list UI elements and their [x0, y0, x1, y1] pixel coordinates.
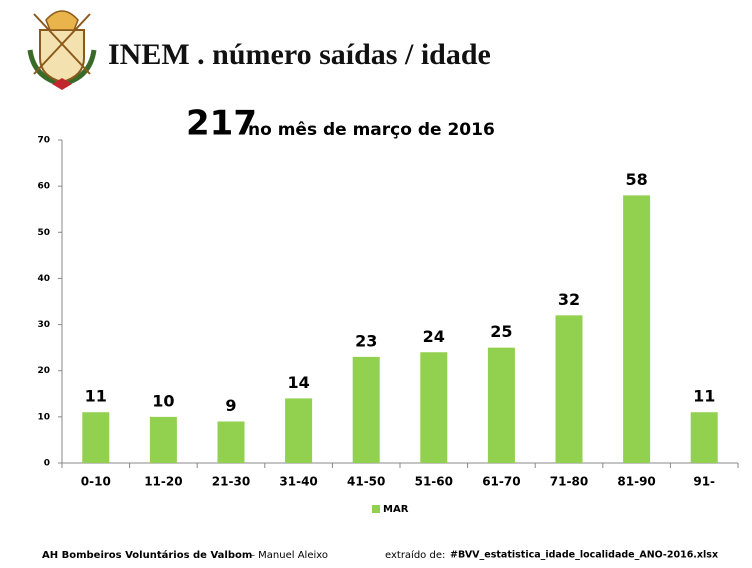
chart-title: 217	[186, 104, 257, 144]
bar	[217, 421, 245, 463]
y-tick-label: 40	[37, 274, 50, 284]
bar	[420, 352, 448, 463]
footer-source-label: extraído de:	[385, 549, 445, 561]
x-tick-label: 61-70	[482, 475, 520, 489]
footer-organization: AH Bombeiros Voluntários de Valbom	[42, 549, 252, 561]
x-tick-label: 51-60	[415, 475, 453, 489]
data-label: 10	[152, 391, 174, 410]
y-tick-label: 20	[37, 366, 50, 376]
bar	[690, 412, 718, 463]
legend-swatch	[372, 505, 380, 513]
y-tick-label: 30	[37, 320, 50, 330]
y-tick-label: 70	[37, 136, 50, 146]
data-label: 58	[625, 170, 647, 189]
logo	[27, 10, 97, 90]
legend-label: MAR	[383, 504, 409, 515]
data-label: 11	[693, 387, 715, 406]
y-tick-label: 0	[44, 459, 50, 469]
x-tick-label: 0-10	[81, 475, 111, 489]
x-tick-label: 21-30	[212, 475, 250, 489]
chart-subtitle: no mês de março de 2016	[248, 120, 495, 140]
data-label: 14	[287, 373, 309, 392]
footer-author: – Manuel Aleixo	[250, 550, 328, 561]
x-tick-label: 31-40	[279, 475, 317, 489]
data-label: 32	[558, 290, 580, 309]
x-tick-label: 81-90	[617, 475, 655, 489]
data-label: 11	[85, 387, 107, 406]
data-label: 24	[423, 327, 445, 346]
x-tick-label: 71-80	[550, 475, 588, 489]
data-label: 9	[225, 396, 236, 415]
bar	[149, 416, 177, 463]
y-tick-label: 60	[37, 182, 50, 192]
x-tick-label: 11-20	[144, 475, 182, 489]
bar	[82, 412, 110, 463]
page-title: INEM . número saídas / idade	[108, 38, 491, 71]
x-tick-label: 41-50	[347, 475, 385, 489]
data-label: 23	[355, 331, 377, 350]
x-tick-label: 91-	[693, 475, 715, 489]
bar	[623, 195, 651, 463]
bar	[285, 398, 313, 463]
bar	[555, 315, 583, 463]
y-tick-label: 10	[37, 412, 50, 422]
data-label: 25	[490, 322, 512, 341]
bar	[352, 356, 380, 463]
footer-source-file: #BVV_estatistica_idade_localidade_ANO-20…	[450, 550, 718, 561]
y-tick-label: 50	[37, 228, 50, 238]
bar	[487, 347, 515, 463]
